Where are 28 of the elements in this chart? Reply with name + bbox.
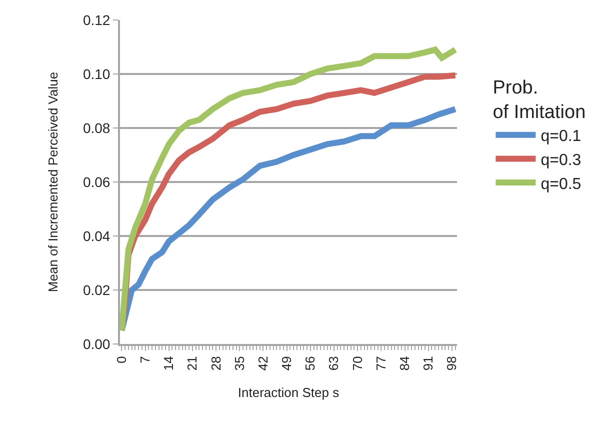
x-tick-label: 63	[326, 356, 342, 371]
x-tick-label: 91	[420, 356, 436, 371]
y-tick-label: 0.06	[82, 174, 110, 190]
legend-label: q=0.3	[540, 152, 582, 169]
y-tick-label: 0.02	[82, 282, 110, 298]
x-tick-label: 56	[302, 356, 318, 371]
legend-title: Prob. of Imitation	[492, 77, 586, 123]
x-tick-label: 77	[373, 356, 388, 371]
legend-label: q=0.5	[540, 176, 582, 193]
x-tick-label: 42	[255, 356, 270, 371]
x-tick-label: 35	[232, 356, 247, 371]
x-tick-label: 98	[444, 356, 460, 371]
x-tick-label: 14	[161, 356, 176, 371]
y-axis-title: Mean of Incremented Perceived Value	[45, 72, 60, 292]
x-tick-label: 28	[208, 356, 224, 371]
y-tick-label: 0.10	[82, 66, 110, 82]
x-tick-label: 84	[396, 356, 412, 371]
x-tick-label: 70	[350, 356, 365, 371]
y-tick-label: 0.04	[82, 228, 110, 244]
x-tick-label: 21	[184, 356, 200, 371]
x-tick-label: 7	[138, 356, 153, 364]
y-tick-label: 0.00	[82, 336, 110, 352]
legend-label: q=0.1	[540, 128, 582, 146]
y-tick-label: 0.12	[82, 12, 110, 28]
y-tick-label: 0.08	[82, 120, 110, 136]
x-axis-title: Interaction Step s	[238, 384, 340, 400]
x-tick-label: 0	[114, 356, 129, 364]
x-tick-label: 49	[279, 356, 294, 371]
